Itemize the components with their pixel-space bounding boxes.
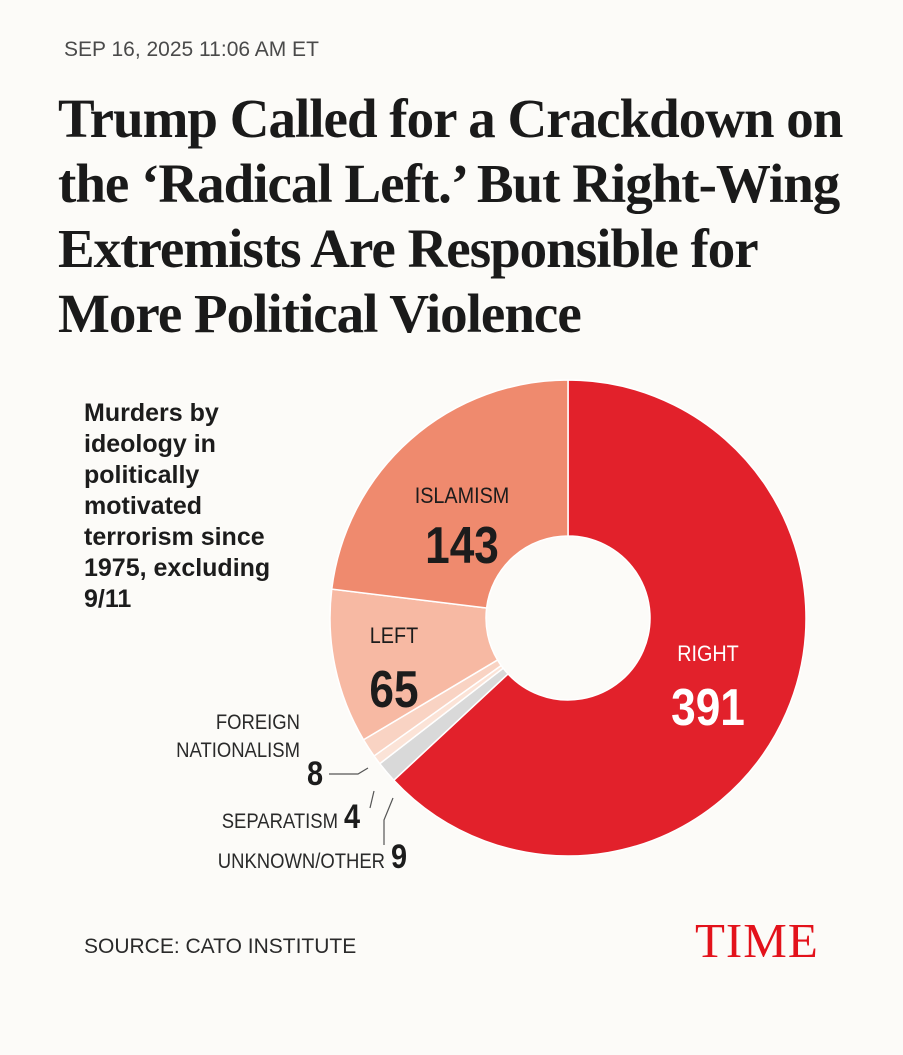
slice-labels: RIGHT 391 UNKNOWN/OTHER 9 SEPARATISM 4 FOREIGN… [176,484,745,875]
label-islamism: ISLAMISM [415,484,510,508]
label-left: LEFT [370,624,419,648]
leader-lines [329,767,394,845]
label-foreign-nationalism-line2: NATIONALISM [176,739,300,762]
value-separatism: 4 [344,797,360,836]
value-right: 391 [671,679,745,737]
time-logo: TIME [695,913,819,968]
leader-separatism [369,790,375,809]
slice-islamism [330,379,569,609]
source-note: SOURCE: CATO INSTITUTE [84,935,357,958]
label-separatism: SEPARATISM [222,810,338,833]
label-unknown-other: UNKNOWN/OTHER [218,850,385,873]
donut-slices [329,379,807,857]
chart-title: Murders by ideology in politically motiv… [84,399,271,613]
slice-right [392,379,807,857]
value-foreign-nationalism: 8 [307,754,323,793]
label-foreign-nationalism-line1: FOREIGN [216,711,300,734]
value-left: 65 [369,661,418,719]
value-unknown-other: 9 [391,837,407,876]
leader-foreign-nationalism [329,767,369,775]
label-right: RIGHT [677,642,739,666]
slice-left [329,588,499,741]
leader-unknown-other [383,797,394,845]
dateline: SEP 16, 2025 11:06 AM ET [64,38,319,61]
value-islamism: 143 [425,517,499,575]
headline: Trump Called for a Crackdown on the ‘Rad… [58,88,843,344]
